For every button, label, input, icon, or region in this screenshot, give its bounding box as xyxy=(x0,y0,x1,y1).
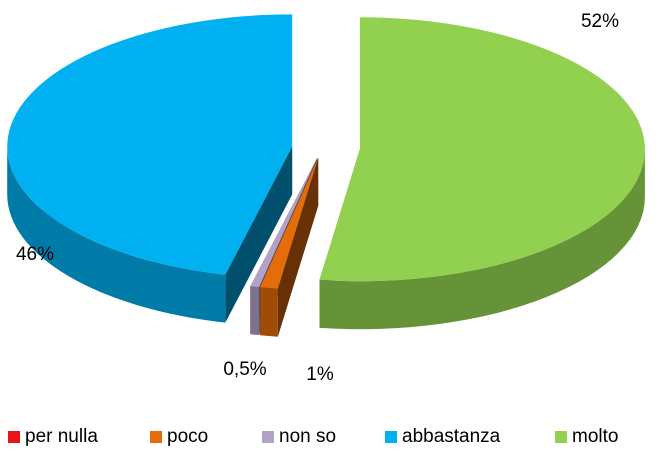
legend-swatch xyxy=(262,431,274,443)
data-label: 52% xyxy=(581,11,619,32)
legend-swatch xyxy=(555,431,567,443)
slice xyxy=(250,157,318,288)
slice xyxy=(7,14,293,275)
legend-label: poco xyxy=(167,426,208,447)
legend-label: abbastanza xyxy=(402,426,501,447)
data-label: 1% xyxy=(306,364,334,385)
slice-wall xyxy=(260,287,278,337)
legend-label: molto xyxy=(572,426,618,447)
slice-wall xyxy=(319,149,645,330)
legend-swatch xyxy=(385,431,397,443)
data-label: 46% xyxy=(16,244,54,265)
data-label: 0,5% xyxy=(223,359,266,380)
slice xyxy=(260,158,319,289)
legend-swatch xyxy=(150,431,162,443)
legend-swatch xyxy=(8,431,20,443)
legend-label: per nulla xyxy=(25,426,98,447)
slice xyxy=(319,17,645,282)
slice-wall xyxy=(7,146,226,323)
slice-side xyxy=(225,146,293,323)
legend-label: non so xyxy=(279,426,336,447)
slice-wall xyxy=(250,286,260,336)
